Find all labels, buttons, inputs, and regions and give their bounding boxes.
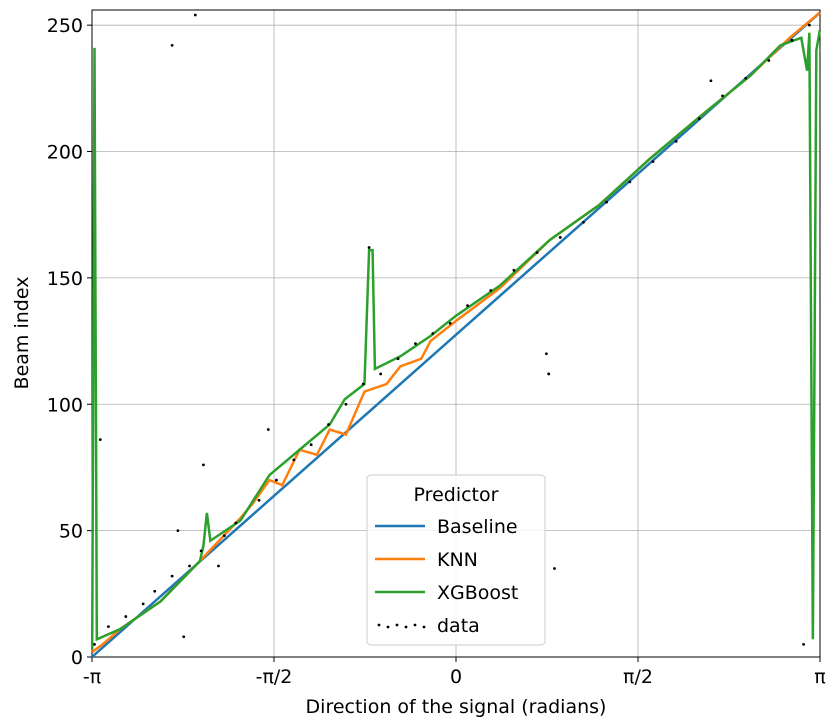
data-point — [466, 304, 469, 308]
data-point — [170, 574, 174, 578]
data-point — [217, 564, 220, 568]
data-point — [744, 76, 748, 80]
data-point — [98, 438, 102, 442]
y-tick-label: 100 — [47, 394, 83, 416]
y-tick-label: 250 — [47, 15, 83, 37]
data-point — [721, 94, 724, 98]
y-tick-label: 0 — [71, 647, 83, 669]
data-point — [697, 117, 701, 121]
data-point — [170, 43, 174, 47]
data-point — [544, 352, 548, 356]
y-axis-label: Beam index — [11, 277, 33, 390]
data-point — [344, 402, 348, 406]
data-point — [257, 498, 261, 502]
data-point — [234, 521, 238, 525]
y-tick-label: 150 — [47, 268, 83, 290]
data-point — [547, 372, 551, 376]
data-point — [361, 382, 365, 386]
data-point — [802, 642, 805, 646]
legend-label: data — [437, 615, 480, 637]
data-point — [553, 567, 556, 570]
data-point — [193, 13, 197, 17]
legend-label: XGBoost — [437, 582, 518, 604]
data-point — [414, 342, 417, 346]
data-point — [558, 236, 562, 239]
data-point — [790, 38, 794, 42]
x-tick-label: π — [814, 666, 825, 688]
x-tick-label: -π/2 — [256, 666, 293, 688]
legend-marker — [395, 623, 399, 627]
data-point — [807, 23, 811, 27]
data-point — [309, 443, 313, 447]
data-point — [605, 200, 609, 204]
data-point — [188, 564, 191, 568]
data-point — [582, 220, 585, 224]
plot-frame — [91, 9, 821, 658]
data-point — [222, 534, 226, 538]
data-point — [767, 59, 771, 62]
data-point — [535, 251, 539, 255]
y-tick-label: 200 — [47, 142, 83, 164]
data-point — [628, 180, 632, 184]
data-point — [153, 589, 157, 593]
x-tick-label: -π — [83, 666, 101, 688]
data-point — [431, 332, 435, 335]
data-point — [327, 423, 330, 426]
data-point — [396, 357, 400, 361]
data-point — [182, 635, 186, 639]
data-point — [199, 549, 203, 553]
legend-title: Predictor — [414, 484, 499, 506]
x-axis-label: Direction of the signal (radians) — [306, 696, 607, 718]
y-tick-label: 50 — [59, 521, 83, 543]
legend-box — [366, 474, 546, 646]
legend-marker — [413, 623, 417, 627]
data-point — [141, 602, 145, 606]
legend-marker — [377, 623, 381, 627]
series-line — [91, 11, 821, 658]
data-point — [489, 289, 493, 292]
legend-marker — [422, 625, 426, 629]
data-point — [202, 463, 205, 467]
legend-marker — [386, 625, 390, 629]
data-point — [674, 140, 678, 143]
data-point — [124, 615, 128, 618]
data-point — [651, 160, 655, 164]
data-point — [93, 642, 96, 646]
legend-label: KNN — [437, 549, 478, 571]
x-tick-label: 0 — [450, 666, 462, 688]
legend-marker — [404, 625, 408, 629]
series-line — [90, 30, 822, 650]
data-point — [266, 428, 270, 431]
data-point — [709, 79, 713, 83]
data-point — [292, 458, 296, 462]
data-point — [367, 246, 371, 249]
legend-label: Baseline — [437, 516, 518, 538]
data-point — [512, 268, 516, 272]
data-point — [379, 372, 383, 376]
legend: Predictor Baseline KNN XGBoost data — [366, 474, 546, 646]
x-tick-label: π/2 — [623, 666, 653, 688]
data-point — [176, 529, 180, 533]
data-point — [448, 321, 452, 325]
data-point — [275, 478, 278, 482]
data-point — [107, 625, 110, 629]
